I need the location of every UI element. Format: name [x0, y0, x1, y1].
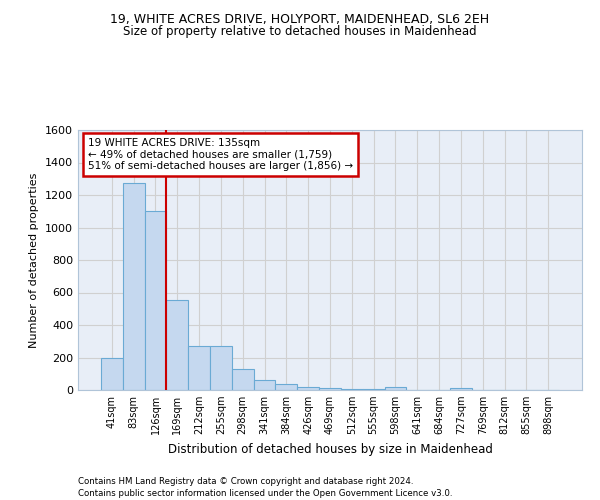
Bar: [275, 384, 297, 390]
Text: Size of property relative to detached houses in Maidenhead: Size of property relative to detached ho…: [123, 25, 477, 38]
Text: Contains public sector information licensed under the Open Government Licence v3: Contains public sector information licen…: [78, 489, 452, 498]
Text: 19, WHITE ACRES DRIVE, HOLYPORT, MAIDENHEAD, SL6 2EH: 19, WHITE ACRES DRIVE, HOLYPORT, MAIDENH…: [110, 12, 490, 26]
Bar: [341, 388, 363, 390]
Bar: [123, 183, 145, 390]
Bar: [363, 389, 385, 390]
Bar: [166, 300, 188, 390]
Bar: [210, 346, 232, 390]
Bar: [319, 388, 341, 390]
Bar: [145, 211, 166, 390]
Text: 19 WHITE ACRES DRIVE: 135sqm
← 49% of detached houses are smaller (1,759)
51% of: 19 WHITE ACRES DRIVE: 135sqm ← 49% of de…: [88, 138, 353, 171]
Bar: [232, 369, 254, 390]
Bar: [188, 346, 210, 390]
Bar: [297, 387, 319, 390]
Y-axis label: Number of detached properties: Number of detached properties: [29, 172, 40, 348]
Text: Contains HM Land Registry data © Crown copyright and database right 2024.: Contains HM Land Registry data © Crown c…: [78, 478, 413, 486]
Bar: [450, 388, 472, 390]
Bar: [254, 380, 275, 390]
Bar: [101, 358, 123, 390]
Bar: [385, 387, 406, 390]
X-axis label: Distribution of detached houses by size in Maidenhead: Distribution of detached houses by size …: [167, 442, 493, 456]
